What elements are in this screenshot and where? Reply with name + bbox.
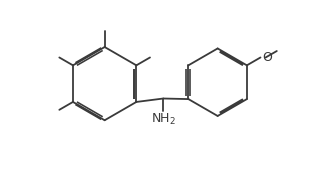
Text: O: O <box>262 51 272 64</box>
Text: NH$_2$: NH$_2$ <box>151 112 176 127</box>
